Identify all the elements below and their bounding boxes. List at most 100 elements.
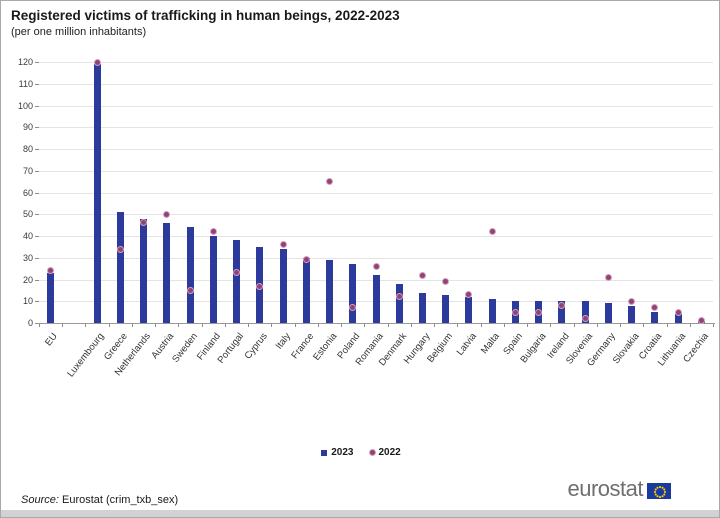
y-axis-tick-30 xyxy=(35,257,39,259)
dot-2022-Luxembourg xyxy=(94,59,100,65)
bar-2023-Netherlands xyxy=(140,218,148,323)
dot-2022-Cyprus xyxy=(257,283,263,289)
x-axis-tick xyxy=(201,324,203,327)
y-axis-label-120: 120 xyxy=(17,57,33,67)
y-axis-tick-40 xyxy=(35,236,39,237)
y-axis-tick-90 xyxy=(35,127,39,129)
legend-2022-label: 2022 xyxy=(378,447,401,458)
x-axis-tick xyxy=(550,324,552,327)
bar-2023-Romania xyxy=(372,275,380,323)
y-axis-label-90: 90 xyxy=(22,122,33,133)
x-axis-tick xyxy=(573,324,575,327)
dot-2022-Czechia xyxy=(698,318,704,324)
x-axis-tick xyxy=(689,324,691,327)
y-axis-label-40: 40 xyxy=(22,231,33,241)
x-axis-label-Cyprus: Cyprus xyxy=(242,331,270,362)
bar-2023-Finland xyxy=(209,236,217,323)
x-axis-tick xyxy=(387,324,389,327)
x-axis-tick xyxy=(85,324,87,327)
x-axis-tick xyxy=(596,324,598,327)
source-dataset-code: Eurostat (crim_txb_sex) xyxy=(61,494,179,506)
gridline-100 xyxy=(39,105,713,107)
x-axis-tick xyxy=(480,324,482,327)
y-axis-label-100: 100 xyxy=(17,100,33,111)
bar-2023-France xyxy=(302,257,310,323)
x-axis-tick xyxy=(294,324,296,327)
x-axis-tick xyxy=(620,324,622,327)
window-bottom-bar xyxy=(1,510,719,517)
eu-flag-icon xyxy=(647,483,671,499)
eurostat-logo-text: eurostat xyxy=(567,476,644,501)
x-axis-tick xyxy=(39,324,40,327)
legend-item-2022: 2022 xyxy=(369,447,401,458)
x-axis-tick xyxy=(155,324,157,327)
dot-2022-Denmark xyxy=(396,294,402,300)
legend-2023-square-icon xyxy=(321,449,328,456)
dot-2022-Croatia xyxy=(652,305,658,311)
chart-subtitle: (per one million inhabitants) xyxy=(11,26,147,38)
x-axis-tick xyxy=(341,324,343,327)
bar-2023-Latvia xyxy=(465,296,473,323)
x-axis-label-Malta: Malta xyxy=(478,331,502,357)
x-axis-tick xyxy=(131,324,133,327)
dot-2022-Netherlands xyxy=(141,220,147,226)
x-axis-label-EU: EU xyxy=(43,331,61,349)
bar-2023-Germany xyxy=(604,303,612,323)
x-axis-tick xyxy=(248,324,250,327)
gridline-70 xyxy=(39,170,713,172)
y-axis-label-70: 70 xyxy=(22,165,33,176)
bar-2023-Malta xyxy=(488,299,496,323)
y-axis-tick-80 xyxy=(35,149,39,150)
gridline-60 xyxy=(39,192,713,194)
y-axis-tick-100 xyxy=(35,105,39,107)
x-axis-line xyxy=(37,323,715,324)
dot-2022-Ireland xyxy=(559,303,565,309)
chart-legend: 2023 2022 xyxy=(1,447,719,458)
bar-2023-Portugal xyxy=(233,240,241,323)
bar-2023-Austria xyxy=(163,222,171,323)
gridline-80 xyxy=(39,149,713,150)
gridline-110 xyxy=(39,83,713,85)
gridline-50 xyxy=(39,214,713,216)
bar-2023-Poland xyxy=(349,264,357,323)
x-axis-tick xyxy=(364,324,366,327)
dot-2022-Estonia xyxy=(327,179,333,185)
dot-2022-Italy xyxy=(280,242,286,248)
x-axis-tick xyxy=(62,324,64,327)
x-axis-tick xyxy=(666,324,668,327)
bar-2023-Ireland xyxy=(558,301,566,323)
bar-2023-Croatia xyxy=(651,312,659,323)
source-note: Source: Eurostat (crim_txb_sex) xyxy=(21,494,178,506)
x-axis-tick xyxy=(434,324,436,327)
y-axis-label-10: 10 xyxy=(22,296,33,307)
y-axis-tick-60 xyxy=(35,192,39,194)
y-axis-tick-120 xyxy=(35,62,39,63)
bar-2023-Belgium xyxy=(442,294,450,323)
y-axis-label-80: 80 xyxy=(22,144,33,154)
x-axis-tick xyxy=(108,324,110,327)
bar-2023-Hungary xyxy=(418,292,426,323)
dot-2022-Germany xyxy=(605,274,611,280)
y-axis-label-30: 30 xyxy=(22,252,33,263)
bar-2023-Italy xyxy=(279,249,287,323)
dot-2022-Slovakia xyxy=(629,298,635,304)
y-axis-tick-10 xyxy=(35,301,39,303)
bar-2023-Sweden xyxy=(186,227,194,323)
legend-item-2023: 2023 xyxy=(321,447,354,458)
gridline-90 xyxy=(39,127,713,129)
legend-2023-label: 2023 xyxy=(331,447,354,458)
dot-2022-Portugal xyxy=(234,270,240,276)
dot-2022-Slovenia xyxy=(582,316,588,322)
y-axis-tick-20 xyxy=(35,279,39,281)
y-axis-label-50: 50 xyxy=(22,209,33,220)
bar-2023-Slovenia xyxy=(581,301,589,323)
x-axis-tick xyxy=(224,324,226,327)
bar-2023-Greece xyxy=(116,212,124,323)
chart-title: Registered victims of trafficking in hum… xyxy=(11,8,400,23)
dot-2022-Sweden xyxy=(187,287,193,293)
x-axis-tick xyxy=(317,324,319,327)
y-axis-label-0: 0 xyxy=(27,318,33,328)
bar-2023-Denmark xyxy=(395,283,403,323)
x-axis-label-Latvia: Latvia xyxy=(454,331,479,358)
